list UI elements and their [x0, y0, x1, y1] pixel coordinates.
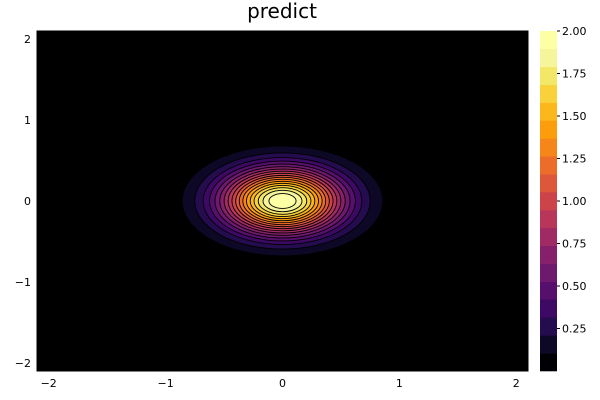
y-tick-label: −2: [15, 357, 31, 370]
colorbar-tick-label: 0.50: [562, 280, 587, 293]
x-axis: −2 −1 0 1 2: [41, 367, 520, 390]
contour-line: [242, 178, 323, 224]
colorbar-swatch: [540, 84, 557, 103]
colorbar-swatch: [540, 102, 557, 121]
colorbar-swatch: [540, 156, 557, 175]
colorbar-tick-label: 0.25: [562, 323, 587, 336]
colorbar-tick-label: 0.75: [562, 238, 587, 251]
contour-line: [181, 145, 384, 257]
contour-line: [214, 163, 351, 239]
contour-line: [249, 182, 316, 220]
colorbar-swatch: [540, 210, 557, 229]
contour-fills: [182, 146, 383, 256]
colorbar-swatch: [540, 120, 557, 139]
y-axis: −2 −1 0 1 2: [15, 33, 41, 370]
colorbar-tick-label: 1.75: [562, 68, 587, 81]
colorbar-swatch: [540, 245, 557, 264]
colorbar-swatch: [540, 263, 557, 282]
contour-line: [223, 168, 342, 234]
y-tick-label: 0: [24, 195, 31, 208]
x-tick-label: 0: [279, 377, 286, 390]
colorbar-swatch: [540, 174, 557, 193]
colorbar-swatch: [540, 317, 557, 336]
colorbar-tick-label: 2.00: [562, 25, 587, 38]
colorbar-swatch: [540, 138, 557, 157]
contour-line: [227, 170, 338, 232]
y-tick-label: −1: [15, 276, 31, 289]
contour-line: [235, 174, 330, 228]
contour-line: [238, 176, 327, 226]
y-tick-label: 1: [24, 114, 31, 127]
colorbar-swatch: [540, 353, 557, 372]
contour-line: [246, 180, 319, 222]
colorbar-tick-label: 1.00: [562, 195, 587, 208]
contour-line: [231, 172, 334, 230]
x-tick-label: −1: [157, 377, 173, 390]
colorbar-swatch: [540, 227, 557, 247]
colorbar-swatch: [540, 66, 557, 86]
contour-lines: [181, 145, 384, 257]
colorbar-swatch: [540, 191, 557, 211]
colorbar-tick-label: 1.25: [562, 153, 587, 166]
contour-band: [268, 193, 297, 209]
contour-line: [219, 166, 346, 236]
colorbar: 0.25 0.50 0.75 1.00 1.25 1.50 1.75 2.00: [540, 25, 587, 372]
colorbar-swatch: [540, 299, 557, 318]
contour-line: [262, 189, 303, 213]
colorbar-swatch: [540, 31, 557, 50]
x-tick-label: 2: [513, 377, 520, 390]
contour-line: [257, 187, 308, 215]
x-tick-label: −2: [41, 377, 57, 390]
x-tick-label: 1: [396, 377, 403, 390]
colorbar-swatch: [540, 48, 557, 68]
colorbar-swatch: [540, 335, 557, 354]
chart-title: predict: [247, 0, 317, 23]
colorbar-tick-label: 1.50: [562, 110, 587, 123]
y-tick-label: 2: [24, 33, 31, 46]
colorbar-swatch: [540, 281, 557, 300]
contour-line: [209, 160, 356, 242]
contour-line: [268, 193, 297, 209]
contour-line: [253, 184, 312, 218]
contour-line: [194, 152, 371, 250]
contour-line: [202, 157, 363, 245]
